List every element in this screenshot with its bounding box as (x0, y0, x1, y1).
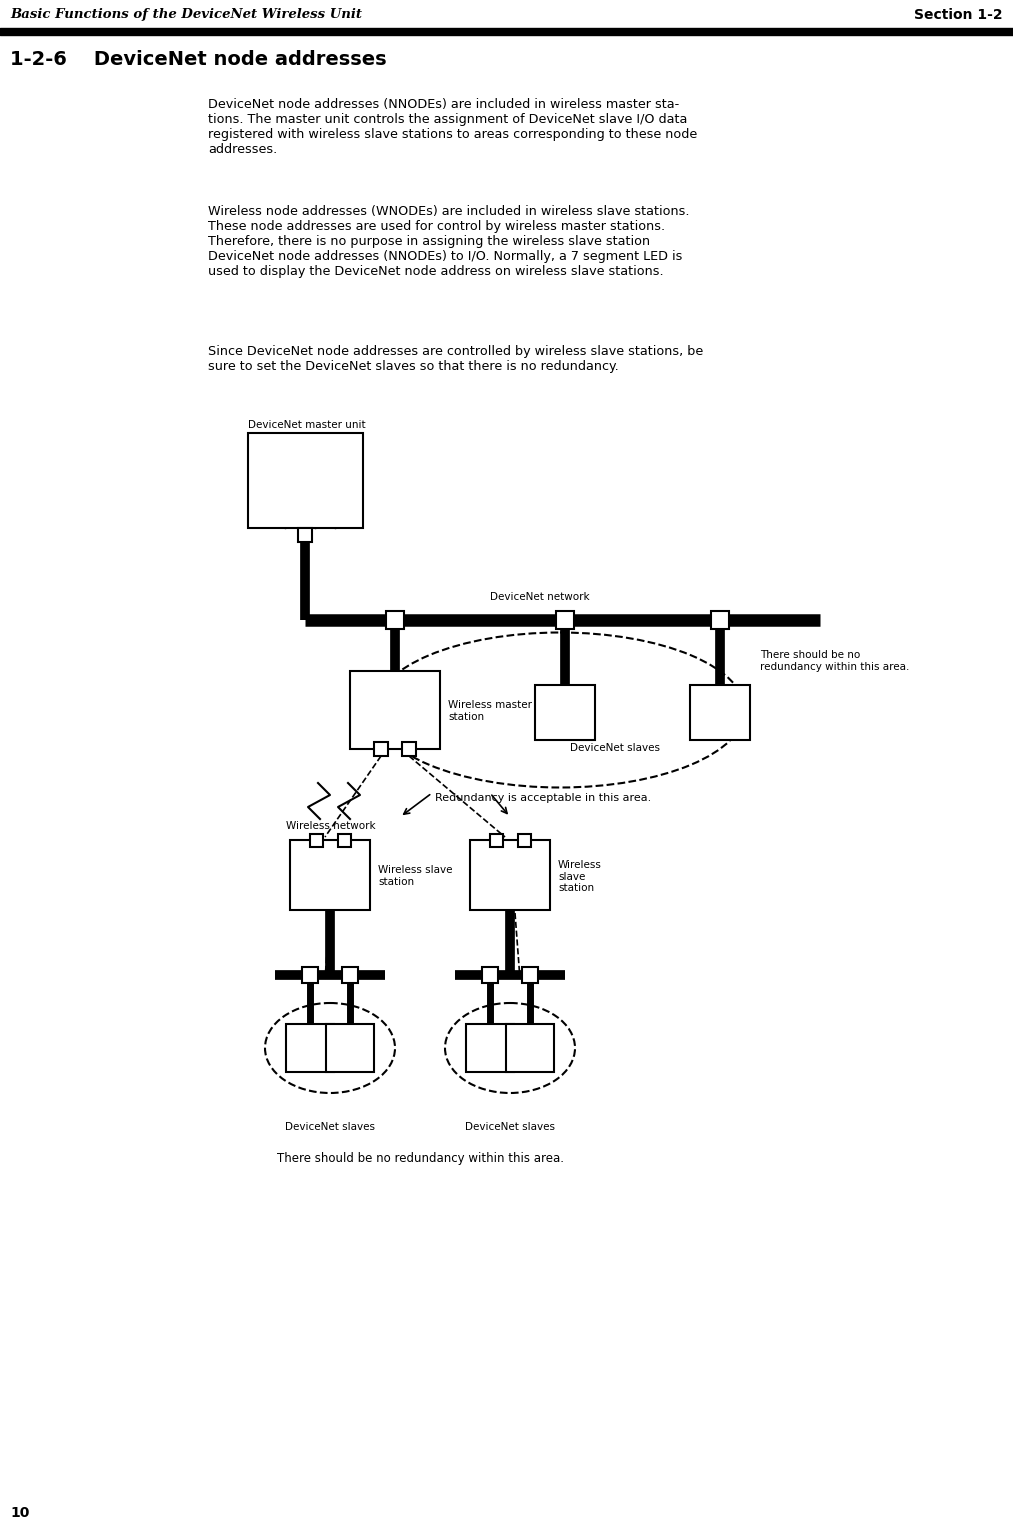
Bar (326, 1024, 374, 1071)
Bar (337, 833, 350, 847)
Text: Wireless network: Wireless network (286, 821, 376, 832)
Bar (374, 742, 388, 756)
Text: Wireless
slave
station: Wireless slave station (558, 861, 602, 893)
Bar (489, 833, 502, 847)
Text: There should be no redundancy within this area.: There should be no redundancy within thi… (277, 1153, 563, 1165)
Text: Since DeviceNet node addresses are controlled by wireless slave stations, be
sur: Since DeviceNet node addresses are contr… (208, 344, 703, 373)
Text: DeviceNet node addresses (NNODEs) are included in wireless master sta-
tions. Th: DeviceNet node addresses (NNODEs) are in… (208, 98, 697, 155)
Bar (556, 612, 574, 629)
Text: 10: 10 (10, 1506, 29, 1520)
Bar (386, 612, 404, 629)
Text: Basic Functions of the DeviceNet Wireless Unit: Basic Functions of the DeviceNet Wireles… (10, 8, 362, 22)
Text: Wireless master
station: Wireless master station (448, 699, 532, 721)
Bar (711, 612, 729, 629)
Text: Wireless slave
station: Wireless slave station (378, 865, 453, 887)
Bar (298, 527, 312, 541)
Bar (302, 967, 318, 984)
Bar (402, 742, 416, 756)
Text: DeviceNet slaves: DeviceNet slaves (285, 1122, 375, 1131)
Text: Wireless node addresses (WNODEs) are included in wireless slave stations.
These : Wireless node addresses (WNODEs) are inc… (208, 204, 690, 278)
Text: DeviceNet master unit: DeviceNet master unit (247, 420, 365, 429)
Text: DeviceNet network: DeviceNet network (490, 592, 590, 603)
Bar (342, 967, 358, 984)
Text: Redundancy is acceptable in this area.: Redundancy is acceptable in this area. (435, 793, 651, 802)
Bar (466, 1024, 514, 1071)
Bar (247, 432, 363, 527)
Bar (522, 967, 538, 984)
Text: DeviceNet slaves: DeviceNet slaves (465, 1122, 555, 1131)
Bar (518, 833, 531, 847)
Bar (310, 833, 322, 847)
Bar (470, 841, 550, 910)
Bar (290, 841, 370, 910)
Bar (286, 1024, 334, 1071)
Bar (350, 672, 440, 749)
Text: There should be no
redundancy within this area.: There should be no redundancy within thi… (760, 650, 910, 672)
Bar (690, 686, 750, 739)
Bar (482, 967, 498, 984)
Bar (535, 686, 595, 739)
Text: DeviceNet slaves: DeviceNet slaves (570, 742, 660, 753)
Bar (506, 1024, 554, 1071)
Text: 1-2-6    DeviceNet node addresses: 1-2-6 DeviceNet node addresses (10, 51, 387, 69)
Text: Section 1-2: Section 1-2 (915, 8, 1003, 22)
